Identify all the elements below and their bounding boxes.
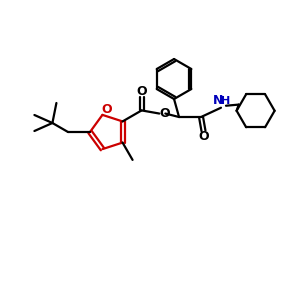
- Text: O: O: [159, 107, 170, 120]
- Text: O: O: [198, 130, 209, 143]
- Text: O: O: [136, 85, 147, 98]
- Text: O: O: [101, 103, 112, 116]
- Text: N: N: [213, 94, 223, 107]
- Text: H: H: [221, 96, 231, 106]
